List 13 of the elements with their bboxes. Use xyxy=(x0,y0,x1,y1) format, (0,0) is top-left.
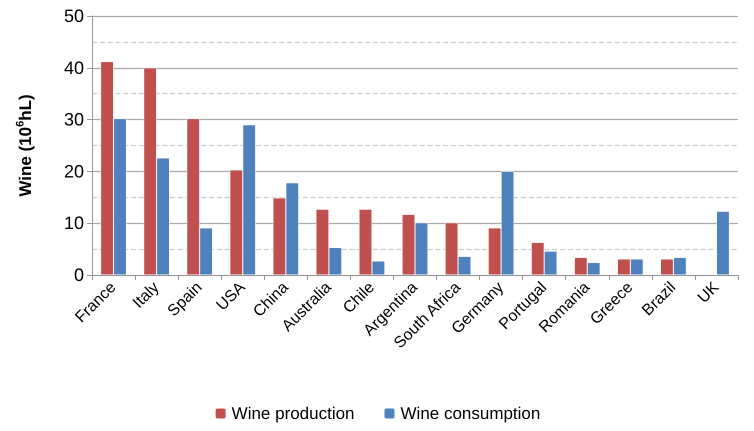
bar xyxy=(716,211,730,275)
y-tick-label: 0 xyxy=(74,265,84,285)
y-tick-label: 20 xyxy=(64,161,84,182)
x-tick-label: Italy xyxy=(130,278,163,312)
legend-label: Wine consumption xyxy=(400,404,540,423)
x-tick-label: USA xyxy=(213,278,249,314)
y-tick-label: 30 xyxy=(64,110,84,130)
y-axis-title: Wine (106hL) xyxy=(14,94,35,197)
y-tick-label: 40 xyxy=(64,58,84,78)
legend-label: Wine production xyxy=(232,404,354,423)
x-tick-label: UK xyxy=(694,278,723,307)
y-tick-label: 50 xyxy=(64,6,84,26)
y-tick-label: 10 xyxy=(64,213,84,234)
